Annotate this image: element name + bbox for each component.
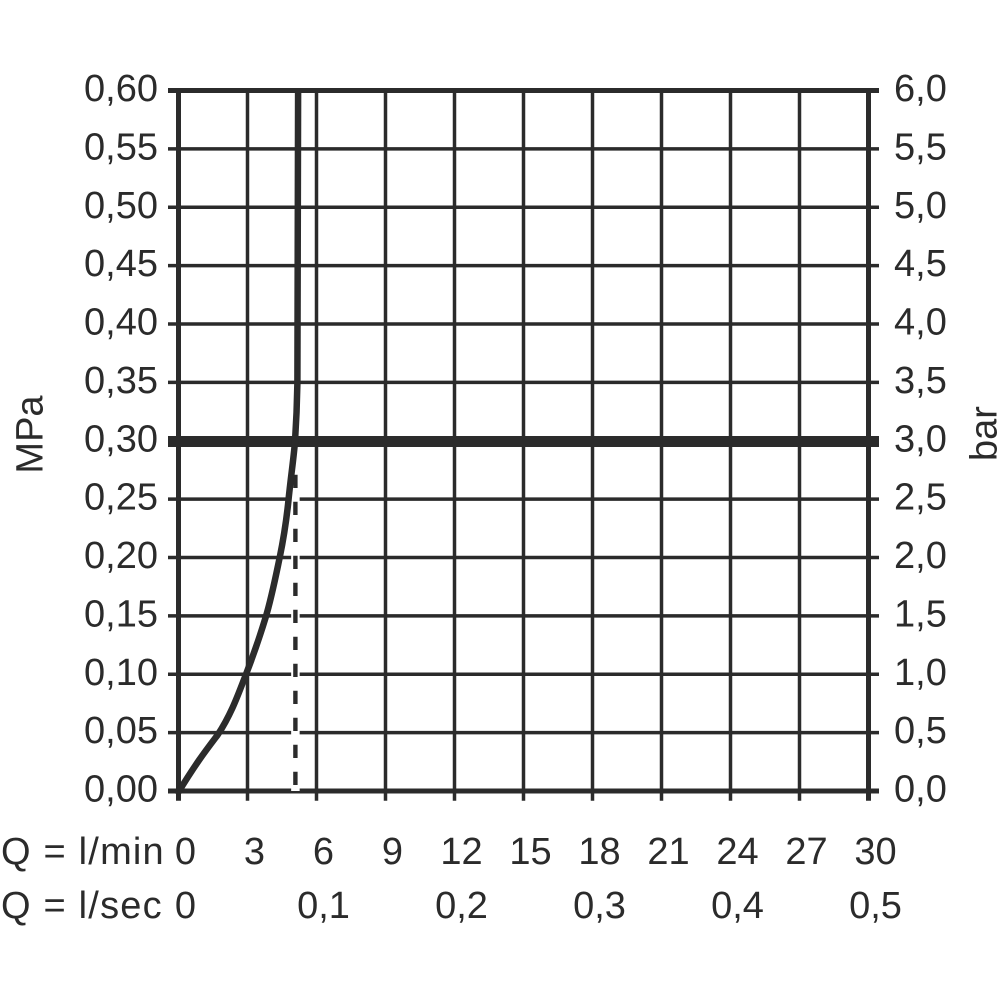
svg-text:0,5: 0,5 bbox=[849, 885, 902, 927]
svg-text:1,5: 1,5 bbox=[894, 593, 947, 635]
svg-text:5,0: 5,0 bbox=[894, 185, 947, 227]
svg-text:0,20: 0,20 bbox=[84, 535, 158, 577]
svg-text:2,0: 2,0 bbox=[894, 535, 947, 577]
svg-text:Q = l/min: Q = l/min bbox=[1, 831, 165, 873]
svg-text:24: 24 bbox=[716, 831, 758, 873]
svg-text:18: 18 bbox=[578, 831, 620, 873]
svg-text:1,0: 1,0 bbox=[894, 652, 947, 694]
svg-text:bar: bar bbox=[964, 406, 1000, 461]
svg-text:0,55: 0,55 bbox=[84, 126, 158, 168]
svg-text:6,0: 6,0 bbox=[894, 68, 947, 110]
svg-text:27: 27 bbox=[785, 831, 827, 873]
svg-text:0,45: 0,45 bbox=[84, 243, 158, 285]
svg-text:0,2: 0,2 bbox=[435, 885, 488, 927]
svg-text:5,5: 5,5 bbox=[894, 126, 947, 168]
svg-text:0,5: 0,5 bbox=[894, 710, 947, 752]
svg-text:21: 21 bbox=[647, 831, 689, 873]
svg-text:0,1: 0,1 bbox=[297, 885, 350, 927]
svg-text:30: 30 bbox=[854, 831, 896, 873]
svg-text:4,5: 4,5 bbox=[894, 243, 947, 285]
svg-text:0,00: 0,00 bbox=[84, 769, 158, 811]
svg-text:0,25: 0,25 bbox=[84, 477, 158, 519]
svg-text:3: 3 bbox=[244, 831, 265, 873]
svg-text:0,30: 0,30 bbox=[84, 418, 158, 460]
svg-text:12: 12 bbox=[440, 831, 482, 873]
svg-text:0,60: 0,60 bbox=[84, 68, 158, 110]
svg-text:3,0: 3,0 bbox=[894, 418, 947, 460]
svg-text:4,0: 4,0 bbox=[894, 302, 947, 344]
svg-text:Q = l/sec: Q = l/sec bbox=[1, 885, 163, 927]
svg-text:0,50: 0,50 bbox=[84, 185, 158, 227]
svg-text:0: 0 bbox=[175, 831, 196, 873]
svg-text:3,5: 3,5 bbox=[894, 360, 947, 402]
svg-text:MPa: MPa bbox=[10, 395, 52, 474]
svg-text:9: 9 bbox=[382, 831, 403, 873]
svg-text:0,4: 0,4 bbox=[711, 885, 764, 927]
svg-text:0,35: 0,35 bbox=[84, 360, 158, 402]
svg-text:15: 15 bbox=[509, 831, 551, 873]
svg-text:6: 6 bbox=[313, 831, 334, 873]
svg-text:2,5: 2,5 bbox=[894, 477, 947, 519]
svg-text:0,15: 0,15 bbox=[84, 593, 158, 635]
svg-text:0,10: 0,10 bbox=[84, 652, 158, 694]
svg-text:0: 0 bbox=[175, 885, 196, 927]
svg-text:0,05: 0,05 bbox=[84, 710, 158, 752]
svg-text:0,40: 0,40 bbox=[84, 302, 158, 344]
svg-text:0,0: 0,0 bbox=[894, 769, 947, 811]
svg-text:0,3: 0,3 bbox=[573, 885, 626, 927]
